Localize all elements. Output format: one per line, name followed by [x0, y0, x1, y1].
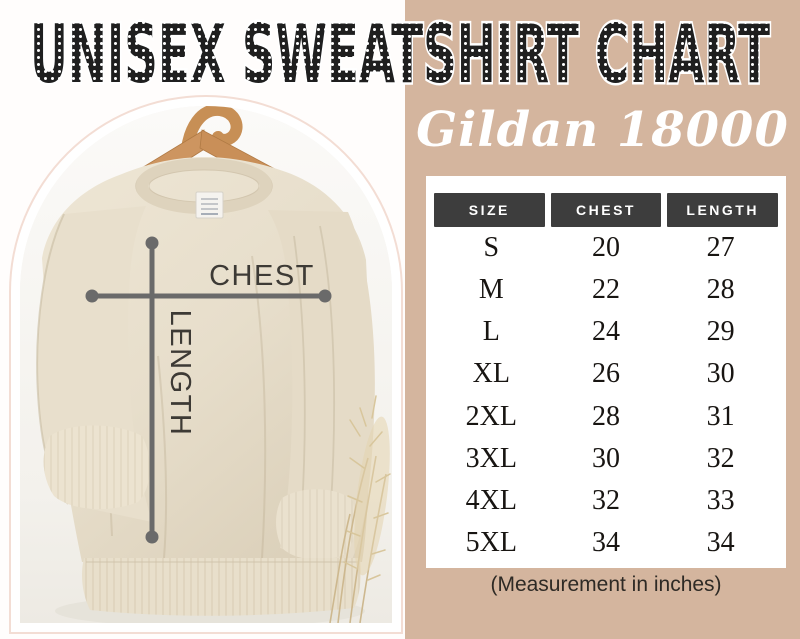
table-row: 3XL 30 32 — [434, 438, 778, 480]
table-row: XL 26 30 — [434, 353, 778, 395]
length-label: LENGTH — [164, 310, 196, 437]
header-cell-length: LENGTH — [667, 193, 779, 227]
chest-cell: 30 — [591, 442, 620, 474]
header-cell-chest: CHEST — [550, 193, 662, 227]
size-cell: XL — [472, 358, 510, 390]
measurement-note: (Measurement in inches) — [490, 573, 722, 596]
product-photo-card: CHEST LENGTH — [11, 97, 401, 632]
chest-cell: 34 — [591, 526, 620, 558]
sweatshirt-measure-diagram: CHEST LENGTH — [20, 106, 392, 623]
size-cell: 5XL — [465, 526, 517, 558]
length-cell: 31 — [706, 400, 735, 432]
table-row: M 22 28 — [434, 269, 778, 311]
chest-cell: 24 — [591, 316, 620, 348]
title-banner: UNISEX SWEATSHIRT CHART — [28, 12, 773, 92]
brand-title: Gildan 18000 — [416, 102, 789, 158]
size-cell: L — [482, 316, 500, 348]
table-row: L 24 29 — [434, 311, 778, 353]
table-row: 2XL 28 31 — [434, 396, 778, 438]
size-cell: 4XL — [465, 484, 517, 516]
chest-label: CHEST — [209, 260, 315, 292]
chest-measure-line — [85, 289, 332, 303]
size-cell: S — [483, 232, 500, 264]
length-cell: 27 — [706, 232, 735, 264]
size-cell: 2XL — [465, 400, 517, 432]
length-cell: 28 — [706, 274, 735, 306]
size-chart-card: SIZE CHEST LENGTH S 20 27 M 22 28 L 24 2… — [426, 176, 786, 568]
table-row: S 20 27 — [434, 227, 778, 269]
size-cell: 3XL — [465, 442, 517, 474]
length-cell: 30 — [706, 358, 735, 390]
length-measure-line — [145, 236, 159, 544]
table-row: 5XL 34 34 — [434, 522, 778, 564]
chest-cell: 28 — [591, 400, 620, 432]
page-title: UNISEX SWEATSHIRT CHART — [30, 12, 770, 92]
table-header-row: SIZE CHEST LENGTH — [434, 193, 779, 227]
neck-tag — [195, 191, 224, 219]
size-cell: M — [478, 274, 504, 306]
length-cell: 33 — [706, 484, 735, 516]
length-cell: 32 — [706, 442, 735, 474]
product-photo: CHEST LENGTH — [20, 106, 392, 623]
sweatshirt — [36, 157, 375, 616]
chest-cell: 22 — [591, 274, 620, 306]
length-cell: 34 — [706, 526, 735, 558]
chest-cell: 26 — [591, 358, 620, 390]
header-cell-size: SIZE — [434, 193, 545, 227]
length-cell: 29 — [706, 316, 735, 348]
chest-cell: 20 — [591, 232, 620, 264]
table-row: 4XL 32 33 — [434, 480, 778, 522]
dried-grass — [329, 395, 391, 623]
chest-cell: 32 — [591, 484, 620, 516]
table-body: S 20 27 M 22 28 L 24 29 XL 26 30 2XL 28 — [434, 227, 778, 564]
